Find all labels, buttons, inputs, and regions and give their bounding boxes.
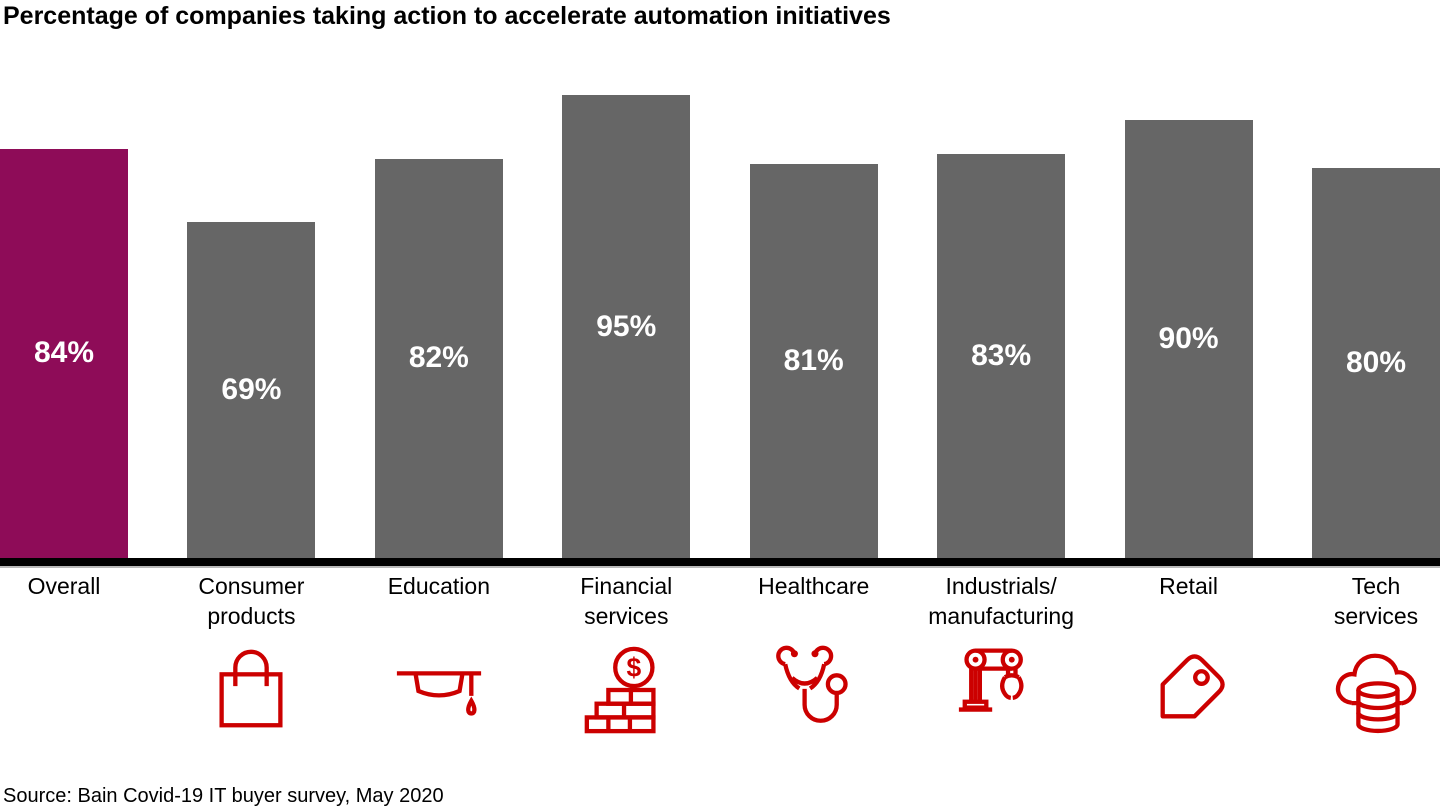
x-axis-line (0, 558, 1440, 566)
bar-education: 82% (374, 158, 503, 558)
category-label-industrials-manufacturing: Industrials/manufacturing (928, 573, 1075, 629)
price-tag-icon (1089, 642, 1289, 738)
bar-value-label: 81% (783, 343, 844, 377)
category-label-education: Education (387, 573, 490, 599)
bar-retail: 90% (1124, 119, 1253, 558)
bar-plot-area: 84% 69% 82% 95% 81% 83% 90% 80% (0, 71, 1440, 558)
chart-title: Percentage of companies taking action to… (3, 2, 891, 30)
bar-value-label: 69% (221, 372, 282, 406)
dollar-coins-icon: $ (526, 642, 726, 738)
icon-cell-overall-empty (0, 642, 164, 738)
shopping-bag-icon (151, 642, 351, 738)
bar-tech-services: 80% (1312, 168, 1440, 558)
bar-value-label: 95% (596, 309, 657, 343)
bar-value-label: 80% (1345, 346, 1407, 380)
x-axis-shadow-line (0, 566, 1440, 568)
source-note: Source: Bain Covid-19 IT buyer survey, M… (3, 785, 444, 807)
bar-value-label: 90% (1158, 321, 1219, 355)
svg-text:$: $ (627, 653, 642, 683)
cloud-database-icon (1276, 642, 1440, 738)
bar-healthcare: 81% (749, 163, 878, 558)
bar-consumer-products: 69% (187, 221, 316, 558)
bar-value-label: 84% (33, 336, 95, 370)
stethoscope-icon (714, 642, 914, 738)
category-label-retail: Retail (1159, 573, 1218, 599)
category-icons-row: $ (0, 642, 1440, 738)
category-label-consumer-products: Consumer products (198, 573, 305, 629)
bar-industrials-manufacturing: 83% (937, 153, 1066, 558)
category-label-healthcare: Healthcare (758, 573, 870, 599)
graduation-cap-icon (339, 642, 539, 738)
bar-value-label: 82% (408, 341, 469, 375)
category-label-tech-services: Tech services (1333, 573, 1419, 629)
robot-arm-icon (901, 642, 1101, 738)
category-label-overall: Overall (27, 573, 101, 599)
category-label-financial-services: Financial services (580, 573, 673, 629)
bar-financial-services: 95% (562, 95, 691, 558)
bar-overall: 84% (0, 148, 128, 558)
bar-value-label: 83% (971, 338, 1032, 372)
